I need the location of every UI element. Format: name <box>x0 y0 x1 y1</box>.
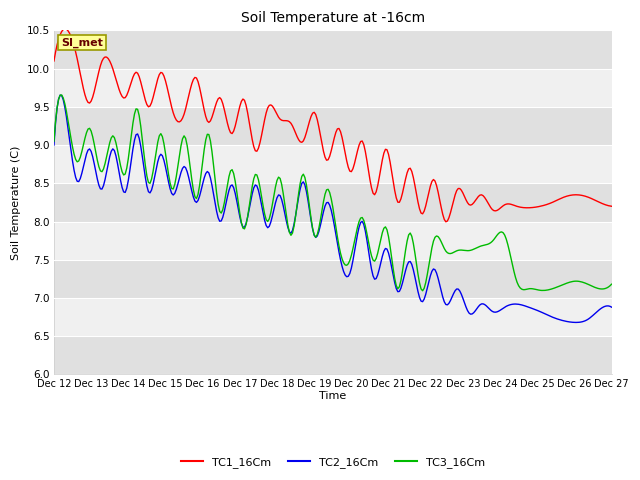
Bar <box>54 183 612 222</box>
Bar <box>54 30 612 69</box>
Bar <box>54 222 612 260</box>
X-axis label: Time: Time <box>319 391 346 401</box>
Bar <box>54 260 612 298</box>
Bar <box>54 145 612 183</box>
Bar <box>54 69 612 107</box>
Text: SI_met: SI_met <box>61 37 103 48</box>
Bar <box>54 336 612 374</box>
Y-axis label: Soil Temperature (C): Soil Temperature (C) <box>11 145 21 260</box>
Bar <box>54 298 612 336</box>
Legend: TC1_16Cm, TC2_16Cm, TC3_16Cm: TC1_16Cm, TC2_16Cm, TC3_16Cm <box>176 452 490 472</box>
Title: Soil Temperature at -16cm: Soil Temperature at -16cm <box>241 11 425 25</box>
Bar <box>54 107 612 145</box>
